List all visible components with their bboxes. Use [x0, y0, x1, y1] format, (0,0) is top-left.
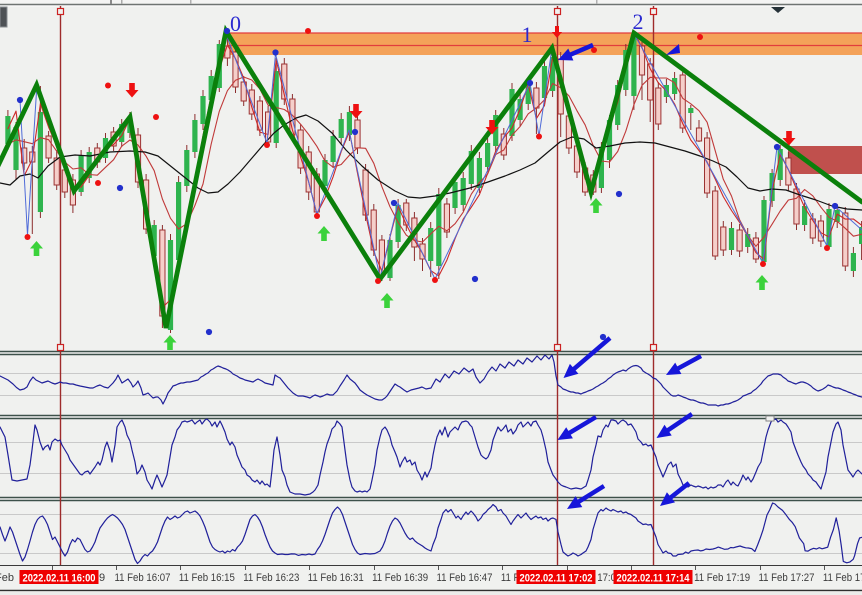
- svg-text:2022.02.11 17:14: 2022.02.11 17:14: [617, 573, 691, 585]
- svg-text:11 Feb 17:27: 11 Feb 17:27: [759, 572, 815, 584]
- svg-text:9: 9: [99, 572, 105, 584]
- svg-text:11 Feb 16:15: 11 Feb 16:15: [179, 572, 235, 584]
- svg-text:11 Feb 16:47: 11 Feb 16:47: [437, 572, 493, 584]
- svg-text:11 Feb 17:19: 11 Feb 17:19: [694, 572, 750, 584]
- svg-text:11 Feb 16:07: 11 Feb 16:07: [115, 572, 171, 584]
- svg-text:2: 2: [633, 9, 644, 34]
- svg-text:11 Feb 17:35: 11 Feb 17:35: [823, 572, 862, 584]
- svg-text:2022.02.11 17:02: 2022.02.11 17:02: [520, 573, 593, 585]
- svg-text:11 Feb 16:39: 11 Feb 16:39: [372, 572, 428, 584]
- svg-text:0: 0: [230, 11, 241, 36]
- svg-text:11 Feb 16:23: 11 Feb 16:23: [243, 572, 299, 584]
- svg-text:2022.02.11 16:00: 2022.02.11 16:00: [23, 573, 96, 585]
- svg-text:1: 1: [522, 22, 533, 47]
- svg-text:11 Feb 16:31: 11 Feb 16:31: [308, 572, 364, 584]
- svg-text:Feb: Feb: [0, 572, 14, 584]
